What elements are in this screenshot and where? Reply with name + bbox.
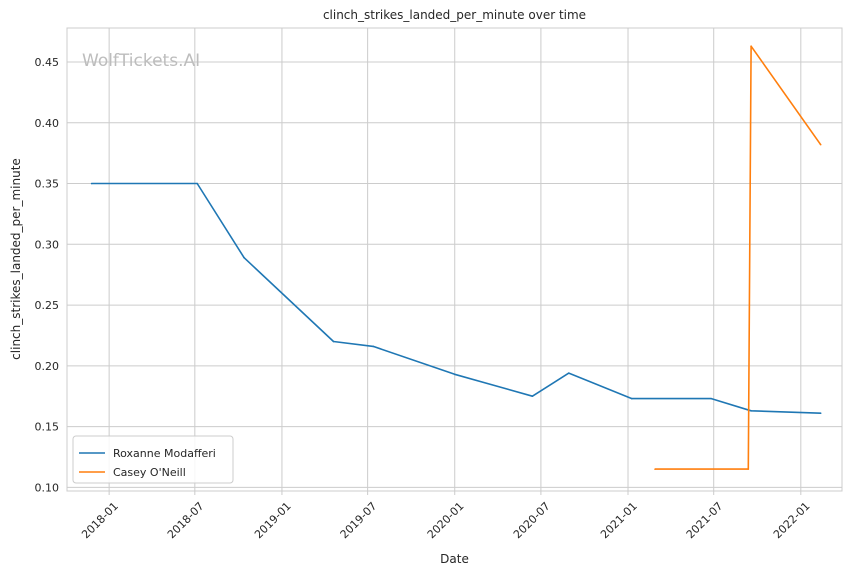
y-tick-label: 0.40	[35, 117, 60, 130]
x-axis-label: Date	[440, 552, 469, 566]
y-tick-label: 0.35	[35, 178, 60, 191]
data-point-roxanne-modafferi	[630, 397, 633, 400]
y-tick-label: 0.30	[35, 238, 60, 251]
data-point-roxanne-modafferi	[710, 397, 713, 400]
data-point-casey-o-neill	[750, 45, 752, 48]
legend-box	[72, 435, 234, 484]
data-point-roxanne-modafferi	[372, 345, 375, 348]
data-point-casey-o-neill	[747, 468, 750, 470]
legend-label-roxanne-modafferi: Roxanne Modafferi	[113, 447, 216, 460]
y-tick-label: 0.25	[35, 299, 60, 312]
watermark: WolfTickets.AI	[82, 51, 200, 71]
data-point-roxanne-modafferi	[332, 340, 335, 343]
series-line-roxanne-modafferi	[91, 182, 821, 414]
data-point-roxanne-modafferi	[531, 395, 534, 398]
data-point-roxanne-modafferi	[196, 182, 198, 185]
data-point-roxanne-modafferi	[568, 372, 570, 374]
data-point-roxanne-modafferi	[243, 256, 245, 259]
data-point-casey-o-neill	[654, 468, 656, 470]
y-axis-ticks: 0.10 0.15 0.20 0.25 0.30 0.35 0.40 0.45	[35, 56, 60, 494]
y-tick-label: 0.20	[35, 360, 60, 373]
chart-title: clinch_strikes_landed_per_minute over ti…	[323, 8, 586, 22]
data-point-casey-o-neill	[819, 143, 822, 146]
y-tick-label: 0.15	[35, 421, 60, 434]
legend-label-casey-oneill: Casey O'Neill	[113, 466, 186, 479]
data-point-roxanne-modafferi	[453, 373, 456, 376]
y-tick-label: 0.10	[35, 481, 60, 494]
series-line-casey-o-neill	[655, 45, 822, 470]
data-point-roxanne-modafferi	[819, 412, 822, 415]
data-point-roxanne-modafferi	[750, 409, 752, 412]
series-lines	[90, 45, 822, 470]
grid	[67, 28, 842, 491]
y-axis-label: clinch_strikes_landed_per_minute	[9, 158, 23, 360]
y-tick-label: 0.45	[35, 56, 60, 69]
data-point-roxanne-modafferi	[90, 182, 93, 185]
legend: Roxanne Modafferi Casey O'Neill	[72, 435, 234, 484]
